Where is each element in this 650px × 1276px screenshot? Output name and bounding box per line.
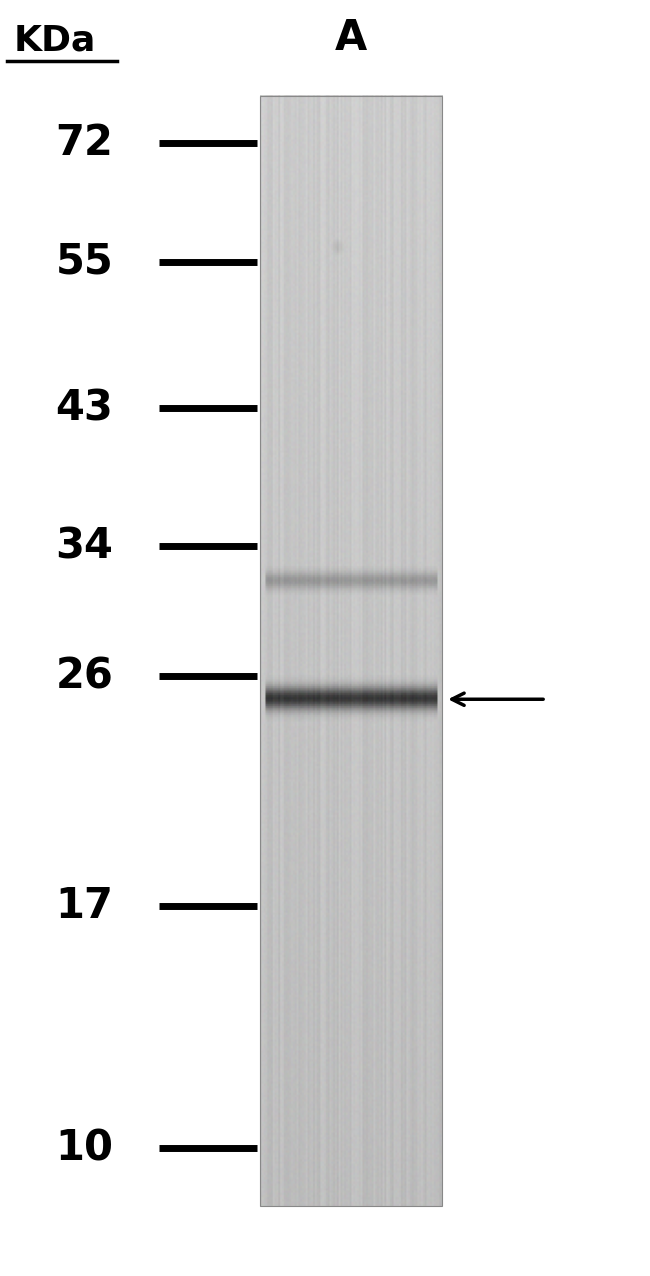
Text: 72: 72: [55, 122, 114, 163]
Bar: [260, 96, 442, 1206]
Text: 55: 55: [56, 241, 113, 282]
Text: A: A: [335, 18, 367, 59]
Text: 43: 43: [55, 388, 114, 429]
Text: 26: 26: [55, 656, 114, 697]
Text: 10: 10: [55, 1128, 114, 1169]
Text: 17: 17: [55, 886, 114, 926]
Text: 34: 34: [55, 526, 114, 567]
Text: KDa: KDa: [14, 24, 96, 57]
